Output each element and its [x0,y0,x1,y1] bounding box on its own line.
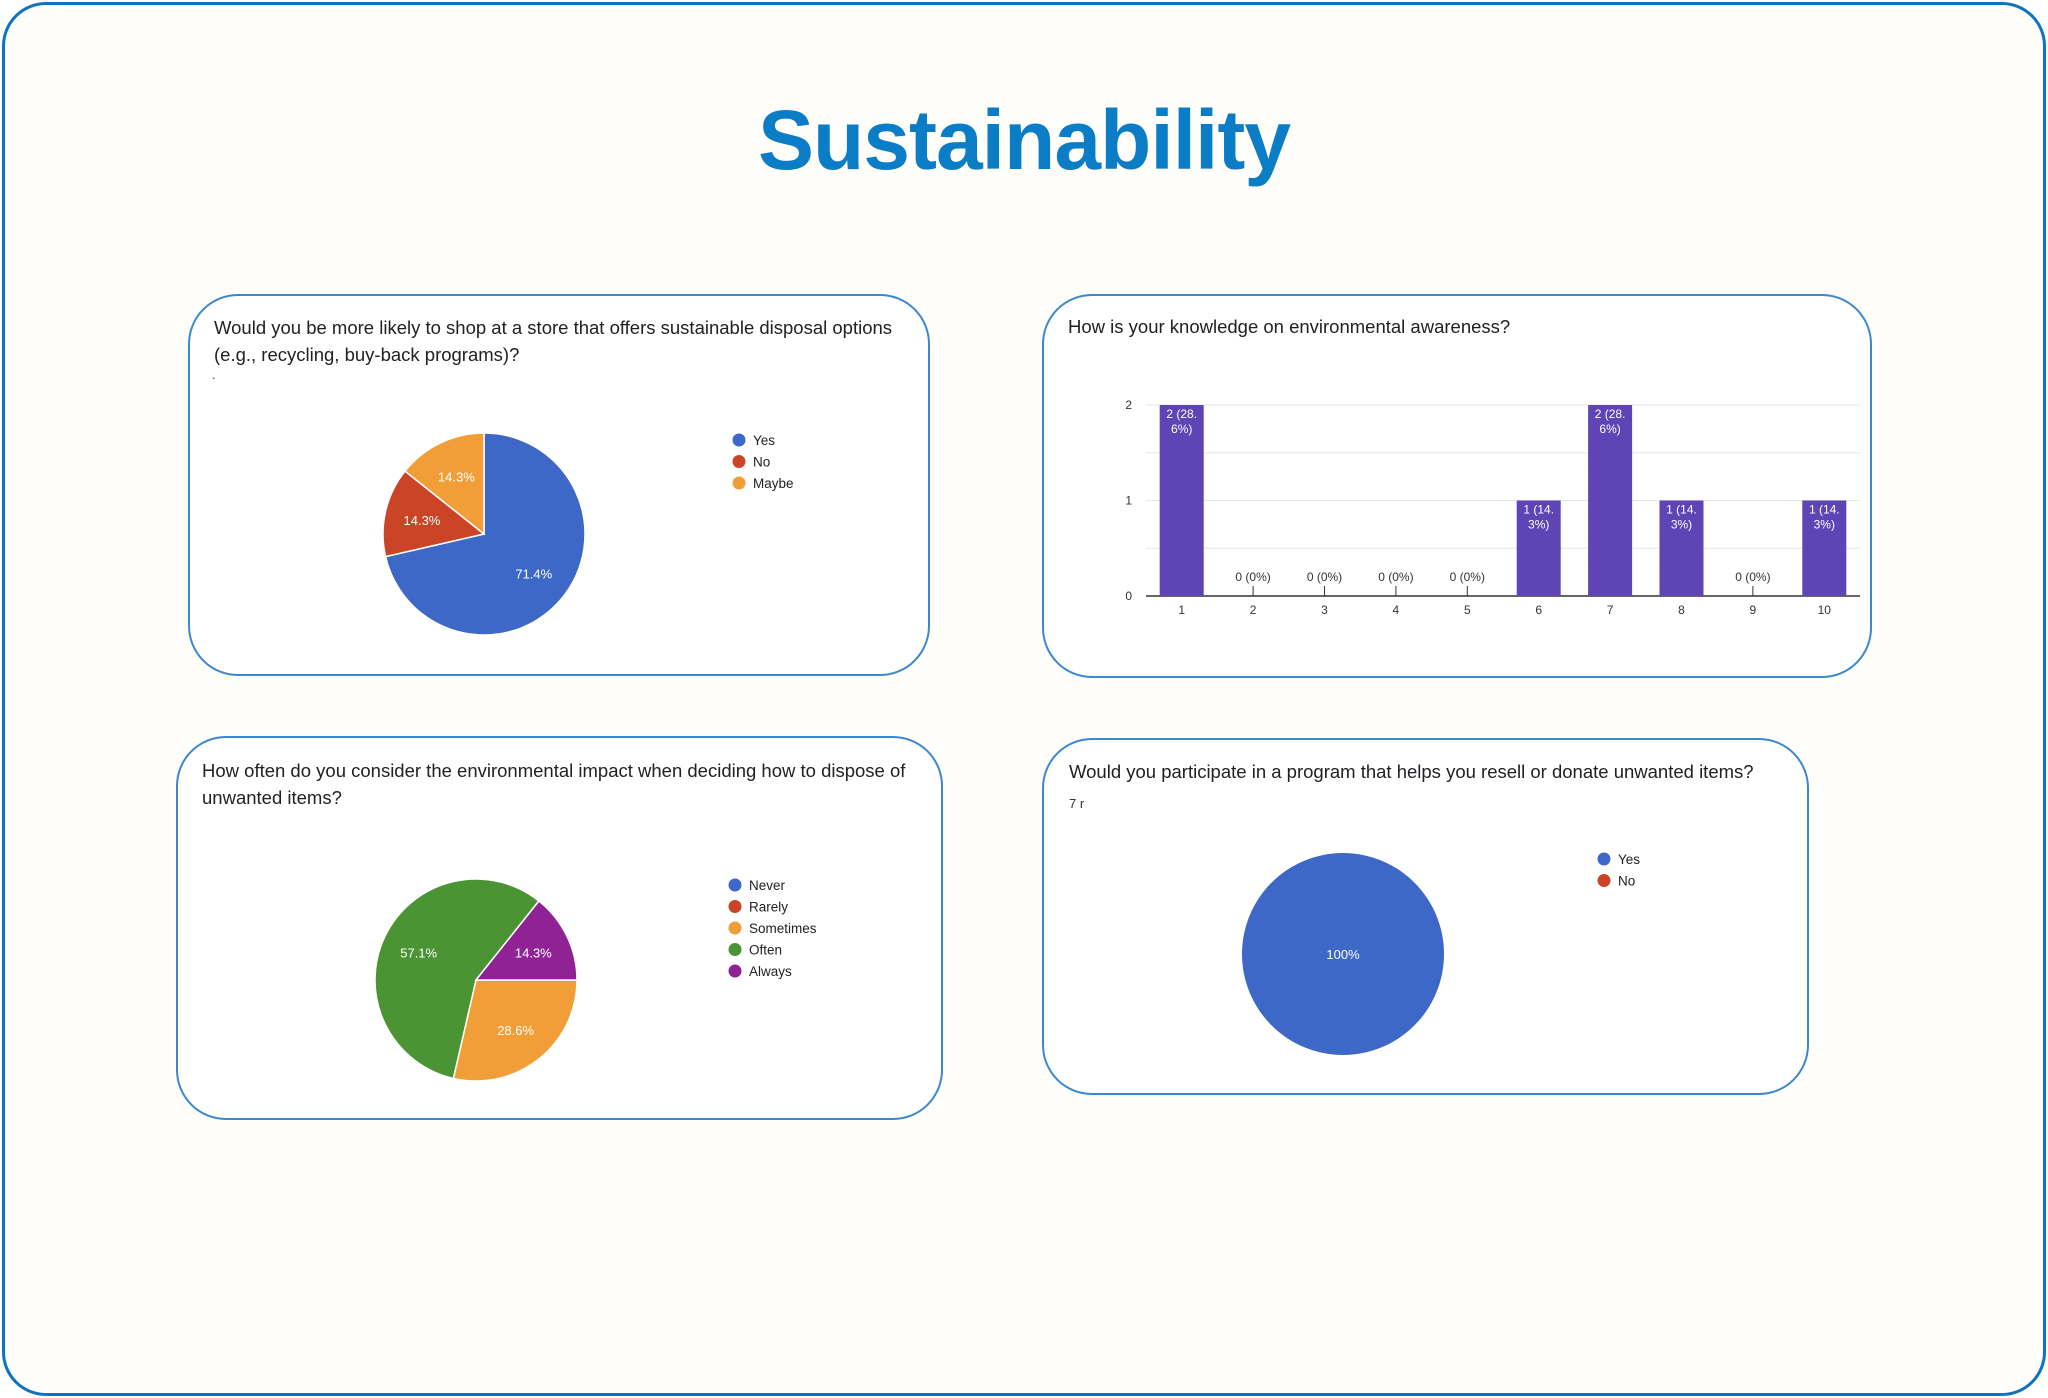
legend-swatch [728,900,742,913]
pie-chart-resell-donate: 100% Yes No [1242,852,1640,1055]
pie-slice-label: 14.3% [515,945,552,960]
pie-slice-maybe [403,432,485,536]
legend-swatch [1597,852,1611,866]
y-tick-label: 0 [1125,589,1132,603]
pie-chart-disposal-options: 71.4% 14.3% 14.3% Yes No Maybe [382,432,794,636]
bar-data-label: 1 (14. 3%) [1809,503,1840,532]
bar-data-label: 1 (14. 3%) [1666,503,1697,532]
legend-swatch [728,964,742,978]
legend-label-sometimes: Sometimes [749,921,817,936]
y-tick-label: 1 [1125,494,1132,508]
pie-slice-yes [384,432,586,636]
pie-slice-no [382,470,486,558]
bar-data-label: 2 (28. 6%) [1166,407,1197,436]
legend-label-no: No [753,455,770,470]
pie-slice-label: 100% [1326,947,1360,962]
x-tick-label: 4 [1393,603,1400,617]
bar-8 [1659,500,1704,596]
pie-slice-label: 14.3% [438,470,475,485]
x-tick-label: 10 [1818,603,1832,617]
bar-data-label: 0 (0%) [1450,570,1485,584]
pie-slice-label: 14.3% [404,513,441,528]
pie-slice-sometimes [452,979,578,1082]
legend-swatch [728,921,742,935]
bar-data-label: 0 (0%) [1307,570,1342,584]
question-title: Would you participate in a program that … [1069,761,1754,782]
legend-label-often: Often [749,943,782,958]
legend-swatch [728,878,742,892]
x-tick-label: 6 [1535,603,1542,617]
legend-label-no: No [1618,874,1635,889]
pie-slice-label: 57.1% [400,945,437,960]
bar-data-label: 1 (14. 3%) [1523,503,1554,532]
question-title: How is your knowledge on environmental a… [1068,316,1511,337]
pie-slice-always [474,899,578,981]
legend-label-always: Always [749,964,792,979]
x-tick-label: 3 [1321,603,1328,617]
bar-data-label: 2 (28. 6%) [1595,407,1626,436]
pie-chart-environmental-impact: 28.6% 57.1% 14.3% Never Rarely Sometimes Often… [374,878,817,1082]
page-title: Sustainability [757,93,1291,187]
legend-label-yes: Yes [1618,852,1640,867]
legend-swatch [728,943,742,956]
x-tick-label: 7 [1607,603,1614,617]
x-tick-label: 2 [1250,603,1257,617]
bar-data-label: 0 (0%) [1378,570,1413,584]
response-note: . [212,367,216,382]
x-tick-label: 5 [1464,603,1471,617]
legend-label-never: Never [749,878,786,893]
y-tick-label: 2 [1125,398,1132,412]
legend-label-yes: Yes [753,433,775,448]
question-title: Would you be more likely to shop at a st… [214,317,893,365]
legend-swatch [732,433,746,447]
bar-6 [1516,500,1561,596]
legend-swatch [732,455,746,468]
x-tick-label: 8 [1678,603,1685,617]
pie-slice-label: 28.6% [497,1023,534,1038]
pie-slice-yes [1242,853,1444,1055]
x-tick-label: 9 [1750,603,1757,617]
bar-data-label: 0 (0%) [1735,570,1770,584]
question-title: How often do you consider the environmen… [202,760,906,808]
x-tick-label: 1 [1178,603,1185,617]
pie-slice-often [374,878,540,1080]
bar-data-label: 0 (0%) [1235,570,1270,584]
response-note: 7 r [1069,796,1085,811]
legend-label-rarely: Rarely [749,900,788,915]
bar-10 [1802,500,1847,596]
bar-1 [1159,405,1204,596]
legend-swatch [1597,874,1611,887]
pie-slice-label: 71.4% [515,567,552,582]
bar-chart-knowledge: 0 1 2 1 2 (28. 6%) 2 0 (0%) 3 0 (0%) 4 0 (0%) 5 0 (0%… [1125,398,1860,617]
legend-swatch [732,476,746,490]
legend-label-maybe: Maybe [753,476,794,491]
bar-7 [1588,405,1633,596]
